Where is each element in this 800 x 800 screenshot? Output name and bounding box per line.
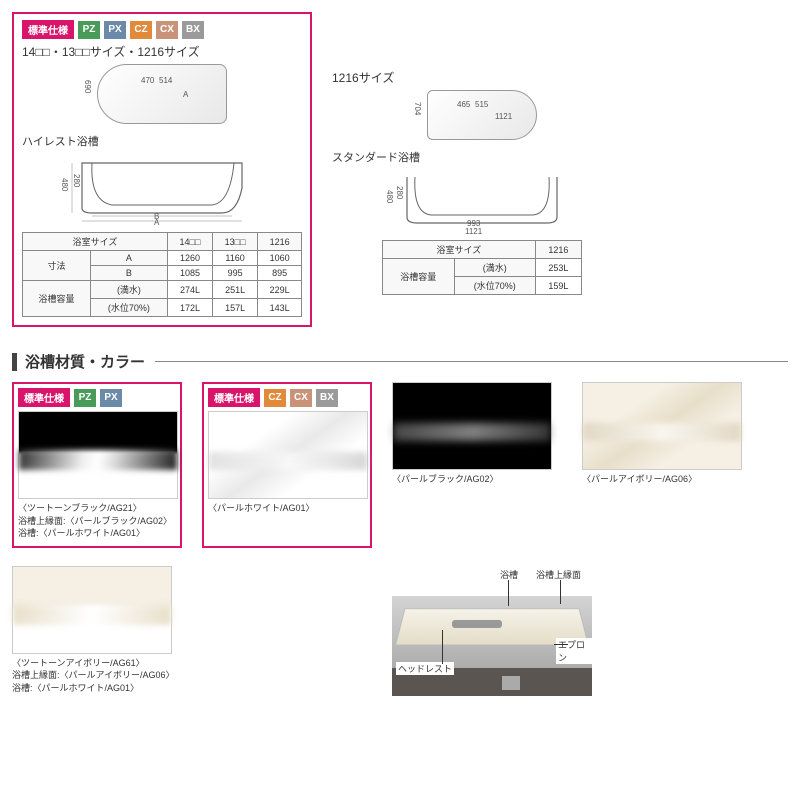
swatch-image bbox=[208, 411, 368, 499]
section-title: 浴槽材質・カラー bbox=[25, 351, 145, 372]
swatch-label: 〈パールアイボリー/AG06〉 bbox=[582, 473, 752, 486]
tag-bx: BX bbox=[316, 389, 338, 407]
swatch-label: 〈パールブラック/AG02〉 bbox=[392, 473, 562, 486]
plan-view-left: 690 470 514 A bbox=[22, 64, 302, 127]
swatch-cell: 標準仕様CZCXBX 〈パールホワイト/AG01〉 bbox=[202, 382, 372, 548]
tag-cz: CZ bbox=[264, 389, 286, 407]
tag-cx: CX bbox=[290, 389, 312, 407]
spec-head: 標準仕様 PZ PX CZ CX BX bbox=[22, 20, 302, 39]
swatch-spec-head: 標準仕様CZCXBX bbox=[208, 388, 366, 407]
tag-px: PX bbox=[100, 389, 122, 407]
tag-px: PX bbox=[104, 21, 126, 39]
swatch-cell: 〈ツートーンアイボリー/AG61〉浴槽上縁面:〈パールアイボリー/AG06〉浴槽… bbox=[12, 566, 182, 696]
spec-label: 標準仕様 bbox=[208, 388, 260, 407]
tub-name-left: ハイレスト浴槽 bbox=[22, 133, 302, 149]
tag-pz: PZ bbox=[78, 21, 100, 39]
swatch-image bbox=[12, 566, 172, 654]
swatch-spec-head: 標準仕様PZPX bbox=[18, 388, 176, 407]
size-title-left: 14□□・13□□サイズ・1216サイズ bbox=[22, 43, 302, 60]
tag-bx: BX bbox=[182, 21, 204, 39]
profile-right: 480 280 993 1121 bbox=[332, 169, 632, 234]
swatch-sub2: 浴槽:〈パールホワイト/AG01〉 bbox=[18, 527, 176, 540]
swatch-image bbox=[18, 411, 178, 499]
swatch-image bbox=[582, 382, 742, 470]
plan-view-right: 704 465 515 1121 bbox=[332, 90, 632, 143]
swatch-cell: 〈パールブラック/AG02〉 bbox=[392, 382, 562, 548]
section-bar-icon bbox=[12, 353, 17, 371]
swatch-grid: 標準仕様PZPX〈ツートーンブラック/AG21〉浴槽上縁面:〈パールブラック/A… bbox=[12, 382, 788, 696]
size-title-right: 1216サイズ bbox=[332, 69, 632, 86]
swatch-label: 〈パールホワイト/AG01〉 bbox=[208, 502, 366, 515]
swatch-sub1: 浴槽上縁面:〈パールアイボリー/AG06〉 bbox=[12, 669, 182, 682]
spec-box-left: 標準仕様 PZ PX CZ CX BX 14□□・13□□サイズ・1216サイズ… bbox=[12, 12, 312, 327]
parts-label-tub: 浴槽 bbox=[498, 568, 520, 581]
swatch-label: 〈ツートーンアイボリー/AG61〉 bbox=[12, 657, 182, 670]
swatch-sub1: 浴槽上縁面:〈パールブラック/AG02〉 bbox=[18, 515, 176, 528]
parts-label-apron: エプロン bbox=[556, 638, 592, 664]
spec-col-right: 1216サイズ 704 465 515 1121 スタンダード浴槽 480 bbox=[332, 12, 632, 327]
swatch-sub2: 浴槽:〈パールホワイト/AG01〉 bbox=[12, 682, 182, 695]
tag-cz: CZ bbox=[130, 21, 152, 39]
spec-label: 標準仕様 bbox=[18, 388, 70, 407]
parts-diagram-cell: 浴槽 浴槽上縁面エプロンヘッドレスト bbox=[392, 566, 602, 696]
spec-label: 標準仕様 bbox=[22, 20, 74, 39]
tag-pz: PZ bbox=[74, 389, 96, 407]
dim-table-left: 浴室サイズ 14□□ 13□□ 1216 寸法 A 1260 1160 1060… bbox=[22, 232, 302, 317]
swatch-cell: 標準仕様PZPX 〈ツートーンブラック/AG21〉浴槽上縁面:〈パールブラック/A… bbox=[12, 382, 182, 548]
parts-label-head: ヘッドレスト bbox=[396, 662, 454, 675]
swatch-cell: 〈パールアイボリー/AG06〉 bbox=[582, 382, 752, 548]
parts-diagram: 浴槽 浴槽上縁面エプロンヘッドレスト bbox=[392, 566, 592, 696]
parts-label-rim: 浴槽上縁面 bbox=[534, 568, 583, 581]
tub-name-right: スタンダード浴槽 bbox=[332, 149, 632, 165]
profile-left: 480 280 B A bbox=[22, 153, 302, 226]
tag-cx: CX bbox=[156, 21, 178, 39]
section-header: 浴槽材質・カラー bbox=[12, 351, 788, 372]
swatch-label: 〈ツートーンブラック/AG21〉 bbox=[18, 502, 176, 515]
swatch-image bbox=[392, 382, 552, 470]
dim-table-right: 浴室サイズ 1216 浴槽容量 (満水) 253L (水位70%) 159L bbox=[382, 240, 582, 295]
